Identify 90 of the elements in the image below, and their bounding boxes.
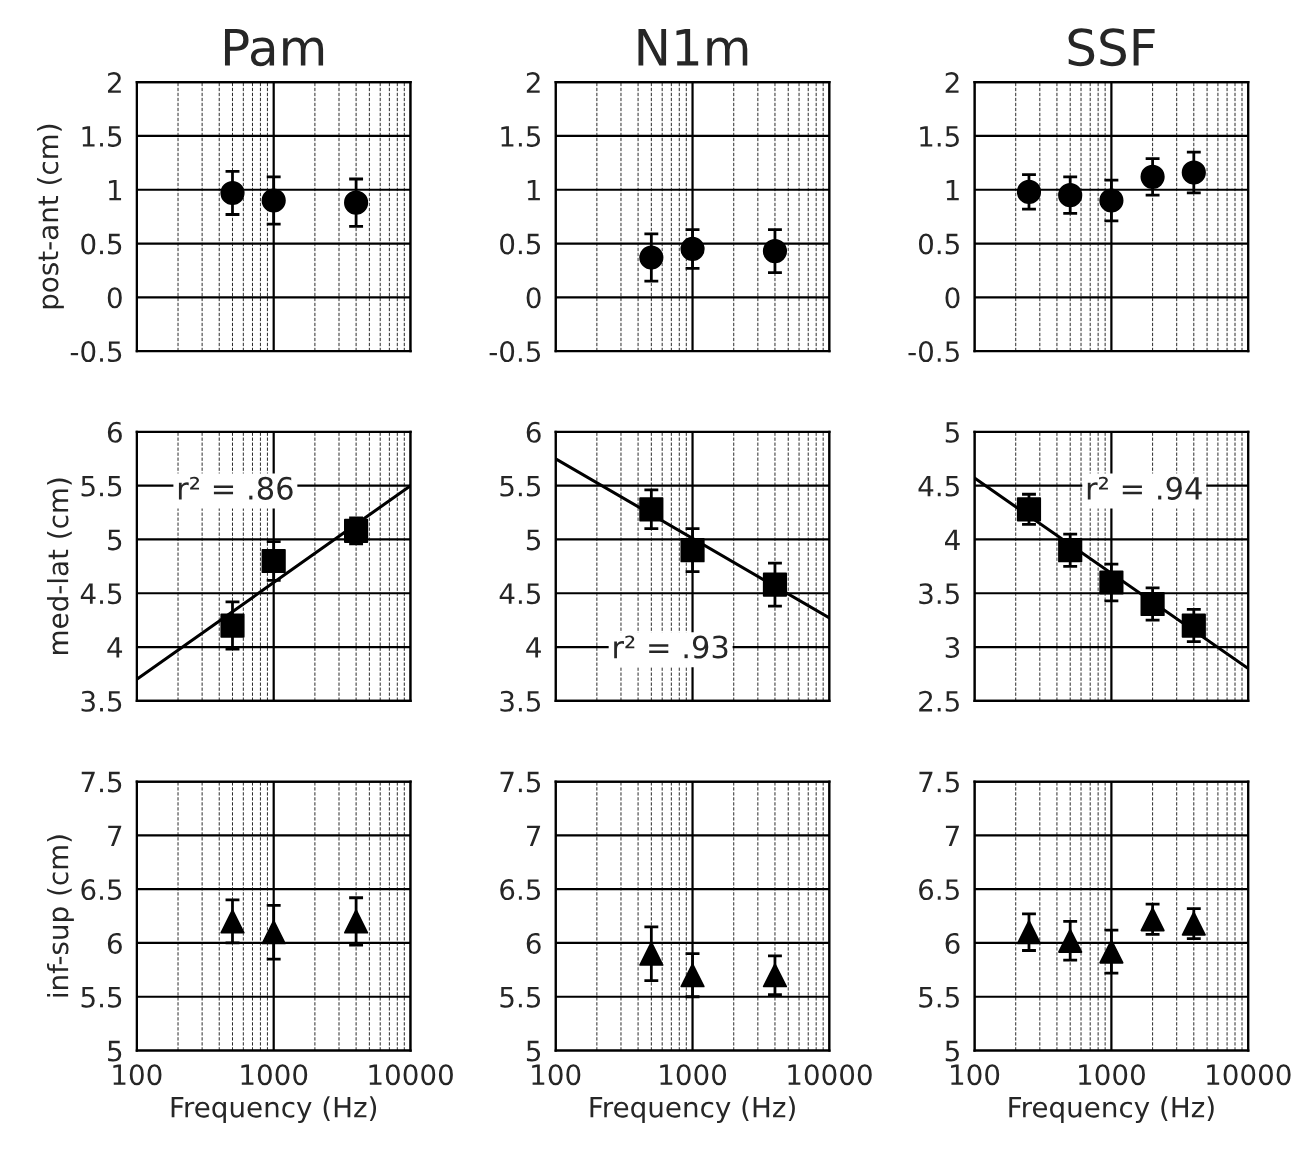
y-tick-label: 2: [526, 72, 540, 93]
y-tick-label: 6.5: [919, 879, 959, 901]
y-tick-label: 4.5: [80, 583, 122, 605]
y-tick-label: 6: [107, 421, 122, 443]
y-tick-label: 1: [109, 180, 122, 201]
x-axis-title: Frequency (Hz): [1009, 1096, 1214, 1124]
y-tick-label: 5.5: [81, 475, 122, 497]
y-tick-label: 2.5: [919, 690, 959, 712]
y-tick-label: 3.5: [500, 690, 541, 712]
chart-title: Pam: [224, 29, 324, 67]
point: [1058, 928, 1083, 953]
y-tick-label: -0.5: [70, 341, 122, 363]
y-tick-label: 7: [945, 825, 959, 846]
y-tick-label: 6.5: [500, 879, 541, 901]
y-tick-label: -0.5: [489, 341, 541, 363]
y-tick-label: 6: [107, 932, 122, 954]
y-tick-label: 5: [526, 529, 541, 551]
y-tick-label: 0: [945, 287, 960, 309]
point: [1140, 907, 1165, 932]
y-tick-label: 5: [108, 529, 122, 551]
y-tick-label: 5.5: [81, 987, 122, 1008]
annotation: r² = .94: [1087, 476, 1202, 500]
y-tick-label: 7.5: [500, 771, 541, 793]
y-tick-label: 1.5: [501, 126, 541, 147]
annotation: r² = .86: [178, 476, 293, 500]
y-tick-label: 4: [945, 529, 960, 550]
x-tick-label: 1000: [1079, 1064, 1145, 1086]
point: [1016, 920, 1042, 945]
x-tick-label: 100: [113, 1064, 162, 1086]
point: [1140, 164, 1165, 189]
y-tick-label: 3: [945, 636, 960, 658]
y-tick-label: 3.5: [81, 690, 122, 712]
y-tick-label: 7: [527, 825, 541, 846]
y-tick-label: 5: [945, 422, 959, 443]
y-tick-label: 6: [526, 932, 541, 954]
y-tick-label: 4.5: [918, 475, 959, 497]
point: [1016, 179, 1042, 204]
point: [1099, 188, 1124, 213]
y-tick-label: 4: [107, 637, 123, 658]
x-tick-label: 10000: [369, 1064, 453, 1086]
point: [1181, 911, 1206, 936]
x-tick-label: 100: [532, 1064, 581, 1086]
x-tick-label: 100: [951, 1064, 1000, 1086]
y-tick-label: 0: [107, 287, 122, 309]
y-tick-label: 6.5: [81, 879, 122, 901]
y-axis-title: post-ant (cm): [37, 124, 64, 309]
y-tick-label: 5.5: [500, 987, 541, 1008]
point: [1099, 570, 1124, 595]
x-axis-title: Frequency (Hz): [171, 1096, 377, 1124]
point: [1058, 183, 1083, 208]
y-tick-label: 1: [946, 180, 959, 201]
point: [1016, 497, 1042, 522]
y-tick-label: 0.5: [918, 233, 959, 255]
y-tick-label: 5.5: [500, 475, 541, 497]
x-tick-label: 1000: [660, 1064, 727, 1086]
annotation: r² = .93: [614, 635, 728, 659]
y-tick-label: 5: [526, 1040, 541, 1062]
y-tick-label: 4: [526, 637, 541, 658]
point: [1181, 160, 1206, 185]
chart-title: SSF: [1068, 28, 1155, 67]
y-tick-label: 0: [526, 287, 541, 309]
y-tick-label: 7.5: [81, 771, 122, 793]
y-tick-label: 0.5: [500, 233, 541, 255]
point: [1058, 538, 1083, 563]
y-tick-label: 2: [945, 72, 959, 93]
y-tick-label: 6: [526, 421, 541, 443]
y-tick-label: 5.5: [919, 987, 959, 1008]
y-axis-title: med-lat (cm): [47, 478, 72, 654]
point: [1099, 939, 1124, 964]
y-tick-label: 4.5: [499, 583, 541, 605]
y-tick-label: 5: [945, 1040, 959, 1062]
y-tick-label: 0.5: [81, 233, 122, 255]
y-tick-label: -0.5: [908, 341, 959, 363]
y-tick-label: 6: [945, 932, 960, 954]
y-tick-label: 7.5: [919, 771, 959, 793]
x-tick-label: 10000: [1207, 1064, 1291, 1086]
x-axis-title: Frequency (Hz): [590, 1096, 795, 1124]
point: [1140, 591, 1165, 617]
y-tick-label: 1.5: [82, 126, 122, 147]
x-tick-label: 1000: [241, 1064, 308, 1086]
y-tick-label: 1.5: [920, 126, 959, 147]
point: [1181, 613, 1206, 638]
x-tick-label: 10000: [788, 1064, 872, 1086]
chart-title: N1m: [638, 29, 748, 66]
y-tick-label: 7: [108, 825, 122, 846]
y-axis-title: inf-sup (cm): [47, 835, 74, 997]
y-tick-label: 2: [107, 72, 121, 93]
y-tick-label: 1: [527, 180, 540, 201]
y-tick-label: 5: [108, 1040, 122, 1062]
y-tick-label: 3.5: [919, 583, 959, 605]
